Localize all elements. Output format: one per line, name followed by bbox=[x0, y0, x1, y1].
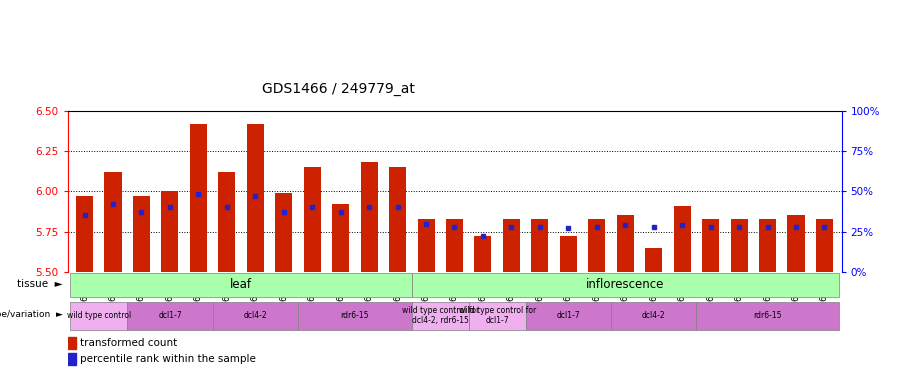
Bar bbox=[127, 302, 212, 330]
Bar bbox=[616, 216, 634, 272]
Bar bbox=[361, 162, 378, 272]
Text: leaf: leaf bbox=[230, 278, 252, 291]
Text: transformed count: transformed count bbox=[80, 338, 177, 348]
Bar bbox=[212, 302, 298, 330]
Text: wild type control for
dcl4-2, rdr6-15: wild type control for dcl4-2, rdr6-15 bbox=[401, 306, 479, 325]
Bar bbox=[474, 236, 491, 272]
Bar bbox=[303, 167, 320, 272]
Bar bbox=[702, 219, 719, 272]
Bar bbox=[673, 206, 690, 272]
Bar bbox=[161, 191, 178, 272]
Bar bbox=[759, 219, 776, 272]
Bar bbox=[560, 236, 577, 272]
Bar bbox=[219, 172, 236, 272]
Bar bbox=[412, 273, 839, 297]
Bar bbox=[731, 219, 748, 272]
Text: GDS1466 / 249779_at: GDS1466 / 249779_at bbox=[262, 82, 415, 96]
Bar bbox=[788, 216, 805, 272]
Text: rdr6-15: rdr6-15 bbox=[753, 311, 782, 320]
Bar bbox=[104, 172, 122, 272]
Bar bbox=[589, 219, 606, 272]
Bar bbox=[418, 219, 435, 272]
Text: percentile rank within the sample: percentile rank within the sample bbox=[80, 354, 256, 364]
Bar bbox=[298, 302, 412, 330]
Text: dcl4-2: dcl4-2 bbox=[642, 311, 665, 320]
Text: dcl4-2: dcl4-2 bbox=[244, 311, 267, 320]
Bar bbox=[68, 353, 76, 365]
Bar bbox=[526, 302, 611, 330]
Text: rdr6-15: rdr6-15 bbox=[341, 311, 369, 320]
Bar bbox=[645, 248, 662, 272]
Bar bbox=[469, 302, 526, 330]
Bar bbox=[412, 302, 469, 330]
Bar bbox=[247, 123, 264, 272]
Bar bbox=[611, 302, 697, 330]
Bar bbox=[275, 193, 292, 272]
Text: dcl1-7: dcl1-7 bbox=[158, 311, 182, 320]
Bar bbox=[446, 219, 463, 272]
Bar bbox=[503, 219, 520, 272]
Bar bbox=[133, 196, 150, 272]
Bar bbox=[531, 219, 548, 272]
Bar bbox=[190, 123, 207, 272]
Bar bbox=[816, 219, 833, 272]
Text: wild type control: wild type control bbox=[67, 311, 130, 320]
Bar bbox=[68, 337, 76, 349]
Bar bbox=[70, 273, 412, 297]
Bar bbox=[76, 196, 93, 272]
Bar bbox=[332, 204, 349, 272]
Text: inflorescence: inflorescence bbox=[586, 278, 664, 291]
Text: wild type control for
dcl1-7: wild type control for dcl1-7 bbox=[459, 306, 536, 325]
Text: genotype/variation  ►: genotype/variation ► bbox=[0, 310, 63, 319]
Bar bbox=[70, 302, 127, 330]
Text: dcl1-7: dcl1-7 bbox=[556, 311, 581, 320]
Text: tissue  ►: tissue ► bbox=[17, 279, 63, 289]
Bar bbox=[697, 302, 839, 330]
Bar bbox=[389, 167, 406, 272]
